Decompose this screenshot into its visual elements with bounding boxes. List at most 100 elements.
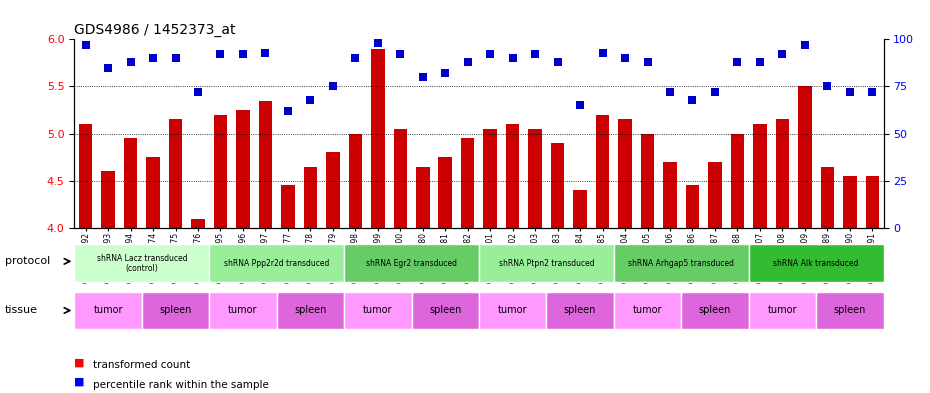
Point xyxy=(843,89,857,95)
Point xyxy=(303,97,318,103)
Bar xyxy=(259,101,272,228)
Text: tumor: tumor xyxy=(93,305,123,316)
Bar xyxy=(618,119,631,228)
Bar xyxy=(820,167,834,228)
Point xyxy=(573,102,588,108)
Bar xyxy=(776,119,789,228)
Bar xyxy=(506,124,519,228)
Text: tumor: tumor xyxy=(632,305,662,316)
Text: spleen: spleen xyxy=(429,305,461,316)
Bar xyxy=(281,185,295,228)
FancyBboxPatch shape xyxy=(141,292,209,329)
Point xyxy=(595,50,610,56)
Text: ■: ■ xyxy=(74,377,85,387)
Text: spleen: spleen xyxy=(564,305,596,316)
Point xyxy=(618,55,632,61)
Bar xyxy=(843,176,857,228)
FancyBboxPatch shape xyxy=(749,292,816,329)
Text: spleen: spleen xyxy=(159,305,192,316)
Point xyxy=(708,89,723,95)
Point xyxy=(865,89,880,95)
Text: shRNA Ptpn2 transduced: shRNA Ptpn2 transduced xyxy=(498,259,594,268)
Bar xyxy=(663,162,677,228)
Point xyxy=(505,55,520,61)
FancyBboxPatch shape xyxy=(209,244,344,282)
Bar xyxy=(168,119,182,228)
FancyBboxPatch shape xyxy=(749,244,884,282)
Point xyxy=(551,59,565,65)
Text: spleen: spleen xyxy=(833,305,866,316)
Point xyxy=(640,59,655,65)
FancyBboxPatch shape xyxy=(74,244,209,282)
Bar xyxy=(416,167,430,228)
Bar xyxy=(528,129,542,228)
FancyBboxPatch shape xyxy=(209,292,276,329)
Text: tissue: tissue xyxy=(5,305,37,316)
Bar xyxy=(101,171,114,228)
Text: tumor: tumor xyxy=(498,305,527,316)
Bar xyxy=(685,185,699,228)
Bar xyxy=(371,49,384,228)
Bar xyxy=(596,115,609,228)
FancyBboxPatch shape xyxy=(479,244,614,282)
FancyBboxPatch shape xyxy=(614,292,681,329)
Text: ■: ■ xyxy=(74,358,85,367)
FancyBboxPatch shape xyxy=(546,292,614,329)
Point xyxy=(168,55,183,61)
Text: tumor: tumor xyxy=(767,305,797,316)
Bar xyxy=(641,134,654,228)
Point xyxy=(326,83,340,90)
Bar xyxy=(731,134,744,228)
Text: spleen: spleen xyxy=(294,305,326,316)
FancyBboxPatch shape xyxy=(681,292,749,329)
Text: spleen: spleen xyxy=(698,305,731,316)
FancyBboxPatch shape xyxy=(614,244,749,282)
Point xyxy=(775,51,790,57)
Bar xyxy=(798,86,812,228)
Bar xyxy=(349,134,362,228)
Text: GDS4986 / 1452373_at: GDS4986 / 1452373_at xyxy=(74,23,236,37)
Point xyxy=(281,108,296,114)
Point xyxy=(258,50,272,56)
Point xyxy=(730,59,745,65)
Bar xyxy=(303,167,317,228)
Bar xyxy=(146,157,160,228)
Point xyxy=(392,51,407,57)
FancyBboxPatch shape xyxy=(344,292,411,329)
Point xyxy=(78,42,93,48)
Point xyxy=(370,40,385,46)
FancyBboxPatch shape xyxy=(479,292,546,329)
Point xyxy=(146,55,161,61)
Bar xyxy=(866,176,879,228)
Bar xyxy=(484,129,497,228)
Bar xyxy=(438,157,452,228)
Bar xyxy=(236,110,249,228)
Point xyxy=(348,55,363,61)
Point xyxy=(820,83,835,90)
Text: transformed count: transformed count xyxy=(93,360,191,371)
Bar xyxy=(79,124,92,228)
FancyBboxPatch shape xyxy=(411,292,479,329)
Point xyxy=(797,42,812,48)
Point xyxy=(460,59,475,65)
Point xyxy=(752,59,767,65)
Bar xyxy=(753,124,766,228)
Bar xyxy=(393,129,407,228)
Point xyxy=(100,64,115,71)
Text: tumor: tumor xyxy=(228,305,258,316)
Point xyxy=(527,51,542,57)
Text: shRNA Alk transduced: shRNA Alk transduced xyxy=(774,259,858,268)
Point xyxy=(213,51,228,57)
Text: shRNA Ppp2r2d transduced: shRNA Ppp2r2d transduced xyxy=(224,259,329,268)
Text: tumor: tumor xyxy=(363,305,392,316)
Text: shRNA Arhgap5 transduced: shRNA Arhgap5 transduced xyxy=(629,259,734,268)
FancyBboxPatch shape xyxy=(344,244,479,282)
Bar xyxy=(326,152,339,228)
Text: percentile rank within the sample: percentile rank within the sample xyxy=(93,380,269,390)
Point xyxy=(662,89,677,95)
Point xyxy=(191,89,206,95)
FancyBboxPatch shape xyxy=(74,292,141,329)
Text: shRNA Egr2 transduced: shRNA Egr2 transduced xyxy=(366,259,457,268)
Point xyxy=(685,97,700,103)
Point xyxy=(123,59,138,65)
